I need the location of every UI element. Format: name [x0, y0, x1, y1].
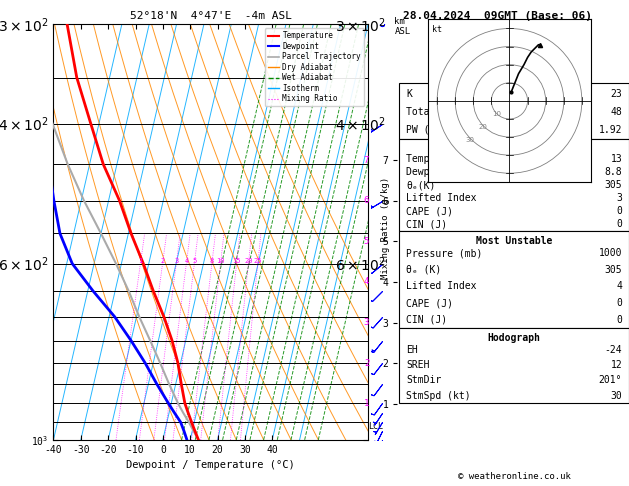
Text: 6: 6 [364, 196, 369, 205]
Text: 30: 30 [466, 137, 475, 143]
Text: CIN (J): CIN (J) [406, 315, 447, 325]
Text: -24: -24 [604, 345, 622, 355]
Text: CIN (J): CIN (J) [406, 219, 447, 229]
Text: Lifted Index: Lifted Index [406, 193, 477, 203]
Text: 10: 10 [216, 258, 225, 263]
Text: SREH: SREH [406, 360, 430, 370]
Text: 0: 0 [616, 206, 622, 216]
Text: Mixing Ratio (g/kg): Mixing Ratio (g/kg) [381, 177, 390, 279]
Text: 4: 4 [364, 278, 369, 286]
Text: 2: 2 [364, 359, 369, 368]
Text: 2: 2 [160, 258, 165, 263]
Text: 305: 305 [604, 180, 622, 190]
Text: 8: 8 [209, 258, 214, 263]
Text: © weatheronline.co.uk: © weatheronline.co.uk [458, 472, 571, 481]
Text: 23: 23 [610, 89, 622, 99]
Text: StmSpd (kt): StmSpd (kt) [406, 391, 471, 401]
Text: LCL: LCL [369, 422, 384, 431]
Text: Temp (°C): Temp (°C) [406, 154, 459, 164]
Text: 0: 0 [616, 315, 622, 325]
Text: 15: 15 [232, 258, 241, 263]
Text: 12: 12 [610, 360, 622, 370]
Text: 20: 20 [479, 124, 488, 130]
Text: Pressure (mb): Pressure (mb) [406, 248, 482, 258]
Text: 25: 25 [253, 258, 262, 263]
Legend: Temperature, Dewpoint, Parcel Trajectory, Dry Adiabat, Wet Adiabat, Isotherm, Mi: Temperature, Dewpoint, Parcel Trajectory… [265, 28, 364, 106]
Text: Hodograph: Hodograph [487, 333, 541, 344]
Text: 4: 4 [184, 258, 189, 263]
Text: θₑ(K): θₑ(K) [406, 180, 436, 190]
Bar [399, 83, 629, 139]
Text: 10: 10 [492, 111, 501, 117]
Text: 1.92: 1.92 [599, 124, 622, 135]
Text: Lifted Index: Lifted Index [406, 281, 477, 292]
Bar [399, 328, 629, 403]
Text: 201°: 201° [599, 375, 622, 385]
Text: K: K [406, 89, 412, 99]
Text: 5: 5 [364, 237, 369, 246]
Text: θₑ (K): θₑ (K) [406, 265, 442, 275]
Text: 30: 30 [610, 391, 622, 401]
Text: 5: 5 [192, 258, 196, 263]
Text: 48: 48 [610, 107, 622, 117]
Text: 20: 20 [244, 258, 253, 263]
Text: 3: 3 [174, 258, 179, 263]
Title: 52°18'N  4°47'E  -4m ASL: 52°18'N 4°47'E -4m ASL [130, 11, 292, 21]
Text: 4: 4 [616, 281, 622, 292]
Text: CAPE (J): CAPE (J) [406, 206, 454, 216]
X-axis label: Dewpoint / Temperature (°C): Dewpoint / Temperature (°C) [126, 460, 295, 470]
Text: Totals Totals: Totals Totals [406, 107, 482, 117]
Text: Dewp (°C): Dewp (°C) [406, 167, 459, 177]
Text: CAPE (J): CAPE (J) [406, 298, 454, 308]
Text: 0: 0 [616, 298, 622, 308]
Text: 1: 1 [138, 258, 143, 263]
Text: 7: 7 [364, 156, 369, 165]
Text: km
ASL: km ASL [394, 17, 411, 36]
Text: PW (cm): PW (cm) [406, 124, 447, 135]
Text: 3: 3 [364, 318, 369, 327]
Text: 1000: 1000 [599, 248, 622, 258]
Text: EH: EH [406, 345, 418, 355]
Text: 3: 3 [616, 193, 622, 203]
Text: 1: 1 [364, 399, 369, 408]
Bar [399, 139, 629, 231]
Text: 8.8: 8.8 [604, 167, 622, 177]
Text: 13: 13 [610, 154, 622, 164]
Text: Most Unstable: Most Unstable [476, 236, 552, 246]
Text: 0: 0 [616, 219, 622, 229]
Text: 28.04.2024  09GMT (Base: 06): 28.04.2024 09GMT (Base: 06) [403, 11, 592, 21]
Text: Surface: Surface [494, 144, 535, 154]
Text: kt: kt [431, 25, 442, 34]
Text: StmDir: StmDir [406, 375, 442, 385]
Text: 305: 305 [604, 265, 622, 275]
Bar [399, 231, 629, 328]
